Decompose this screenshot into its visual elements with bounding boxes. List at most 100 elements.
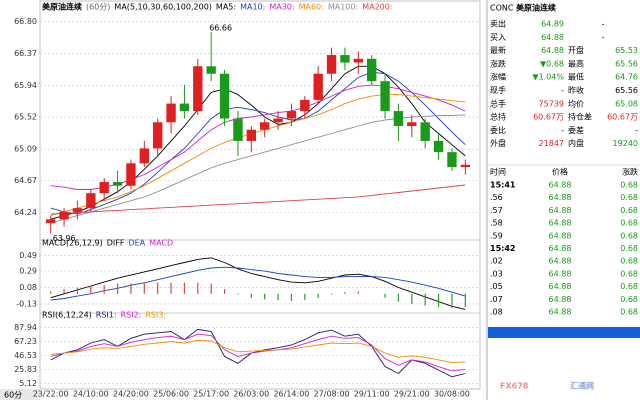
- quote-value: 65.56: [615, 59, 638, 68]
- y-tick-label: 0.49: [19, 251, 37, 260]
- candle-body: [447, 152, 457, 168]
- tick-cell: .58: [490, 219, 503, 228]
- plot-frame: [39, 0, 481, 390]
- x-tick-label: 25/17:00: [193, 390, 229, 399]
- tick-cell: .09: [490, 320, 503, 329]
- chart-title: RSI(6,12,24): [42, 311, 92, 320]
- quote-value: -: [602, 33, 605, 42]
- y-tick-label: 46.53: [14, 351, 37, 360]
- quote-value: -: [561, 86, 564, 95]
- high-annotation: 66.66: [209, 23, 232, 32]
- candle-body: [353, 58, 363, 63]
- tick-cell: .03: [490, 269, 503, 278]
- candle-body: [112, 182, 123, 186]
- tick-header: 涨跌: [622, 167, 638, 177]
- chart-title: MACD(26,12,9): [42, 239, 103, 248]
- x-tick-label: 26/14:00: [273, 390, 309, 399]
- candle-body: [286, 111, 297, 119]
- low-annotation: 63.96: [53, 234, 76, 243]
- tick-cell: 0.68: [620, 295, 638, 304]
- watermark-cn: 汇通网: [570, 381, 594, 391]
- tick-cell: .05: [490, 282, 503, 291]
- legend-entry: RSI2:: [121, 311, 142, 320]
- candle-body: [393, 111, 404, 126]
- quote-value: ▼0.68: [540, 59, 564, 68]
- tick-cell: 64.88: [549, 244, 572, 253]
- y-tick-label: 0.08: [19, 283, 37, 292]
- y-tick-label: -0.13: [16, 299, 37, 308]
- y-tick-label: 5.12: [19, 379, 37, 388]
- y-tick-label: 66.37: [14, 49, 37, 58]
- candle-body: [380, 81, 390, 112]
- candle-body: [313, 73, 323, 100]
- quote-value: 65.53: [615, 46, 638, 55]
- candle-body: [206, 66, 216, 74]
- selected-row-bg[interactable]: [488, 327, 640, 338]
- series-line: [50, 333, 466, 372]
- tick-cell: 64.88: [549, 295, 572, 304]
- quote-label: 外盘: [490, 138, 506, 148]
- y-tick-label: 64.67: [14, 176, 37, 185]
- tick-cell: 64.88: [549, 308, 572, 317]
- y-tick-label: 87.94: [14, 323, 37, 332]
- tick-cell: .02: [490, 257, 503, 266]
- candle-body: [433, 140, 444, 153]
- series-line: [50, 71, 466, 215]
- tick-header: 价格: [552, 167, 568, 177]
- tick-cell: 64.88: [549, 181, 572, 190]
- candle-body: [219, 73, 230, 119]
- tick-cell: .59: [490, 231, 503, 240]
- legend-entry: MA10:: [240, 3, 265, 12]
- x-tick-label: 29/11:00: [354, 390, 390, 399]
- x-tick-label: 24/20:00: [113, 390, 149, 399]
- y-tick-label: 66.80: [14, 17, 37, 26]
- quote-label: 总手: [490, 98, 506, 108]
- tick-cell: 0.68: [620, 181, 638, 190]
- legend-entry: RSI1:: [96, 311, 117, 320]
- tick-cell: 0.68: [620, 269, 638, 278]
- quote-label: 昨收: [568, 85, 584, 95]
- candle-body: [193, 66, 203, 112]
- quote-label: 内盘: [568, 138, 584, 148]
- quote-label: 买入: [490, 33, 506, 42]
- y-tick-label: 65.09: [14, 145, 37, 154]
- quote-value: -: [561, 126, 564, 135]
- legend-entry: MACD: [149, 239, 173, 248]
- tick-cell: 64.88: [549, 282, 572, 291]
- x-tick-label: 27/08:00: [314, 390, 350, 399]
- tick-cell: .57: [490, 206, 503, 215]
- tick-cell: 64.88: [549, 193, 572, 202]
- tick-cell: 15:42: [490, 244, 515, 253]
- tick-cell: .07: [490, 295, 503, 304]
- tick-cell: 64.88: [549, 231, 572, 240]
- x-tick-label: 24/10:00: [73, 390, 109, 399]
- quote-label: 最低: [568, 72, 584, 82]
- legend-entry: MA200:: [362, 3, 392, 12]
- tick-cell: 0.68: [620, 219, 638, 228]
- quote-name: 美原油连续: [516, 3, 556, 13]
- candle-body: [72, 208, 83, 212]
- period-tab[interactable]: 60分: [4, 391, 22, 400]
- candle-body: [407, 122, 417, 126]
- quote-value: -: [602, 20, 605, 29]
- x-tick-label: 26/03:00: [233, 390, 269, 399]
- chart-title: 美原油连续: [42, 2, 82, 12]
- chart-period: (60分): [86, 3, 110, 12]
- quote-value: 65.08: [615, 99, 638, 108]
- y-tick-label: 0.29: [19, 267, 37, 276]
- tick-cell: 0.68: [620, 244, 638, 253]
- candle-body: [46, 219, 56, 224]
- candle-body: [139, 148, 149, 164]
- candle-body: [153, 122, 163, 149]
- tick-cell: 0.68: [620, 320, 638, 329]
- x-tick-label: 30/08:00: [434, 390, 470, 399]
- x-tick-label: 29/21:00: [394, 390, 430, 399]
- quote-value: 64.88: [541, 46, 564, 55]
- legend-entry: RSI3:: [145, 311, 166, 320]
- period-tab-bg[interactable]: [0, 389, 40, 400]
- tick-cell: 0.68: [620, 282, 638, 291]
- candle-body: [59, 211, 69, 220]
- tick-cell: 64.88: [549, 219, 572, 228]
- quote-value: 75739: [539, 99, 564, 108]
- tick-cell: .56: [490, 193, 503, 202]
